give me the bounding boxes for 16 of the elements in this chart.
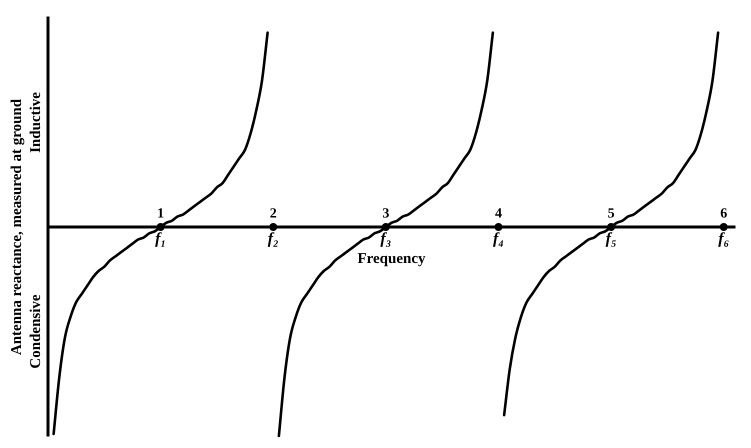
y-axis-title: Antenna reactance, measured at ground <box>8 98 25 356</box>
annotation: 5 <box>608 206 615 222</box>
text: Condensive <box>28 294 44 369</box>
x-tick-label: f₃ <box>380 230 392 248</box>
x-axis-title: Frequency <box>357 251 426 268</box>
x-tick-label: f₂ <box>268 230 279 248</box>
text: Inductive <box>28 92 44 153</box>
annotation: 1 <box>157 206 164 222</box>
x-tick-label: f₆ <box>718 230 730 248</box>
x-tick-label: f₁ <box>155 230 166 248</box>
x-tick-label: f₅ <box>606 230 617 248</box>
annotation: 2 <box>270 206 277 222</box>
x-tick-label: f₄ <box>493 230 504 248</box>
annotation: 6 <box>720 206 728 222</box>
annotation: 4 <box>494 206 502 222</box>
annotation: 3 <box>382 206 390 222</box>
